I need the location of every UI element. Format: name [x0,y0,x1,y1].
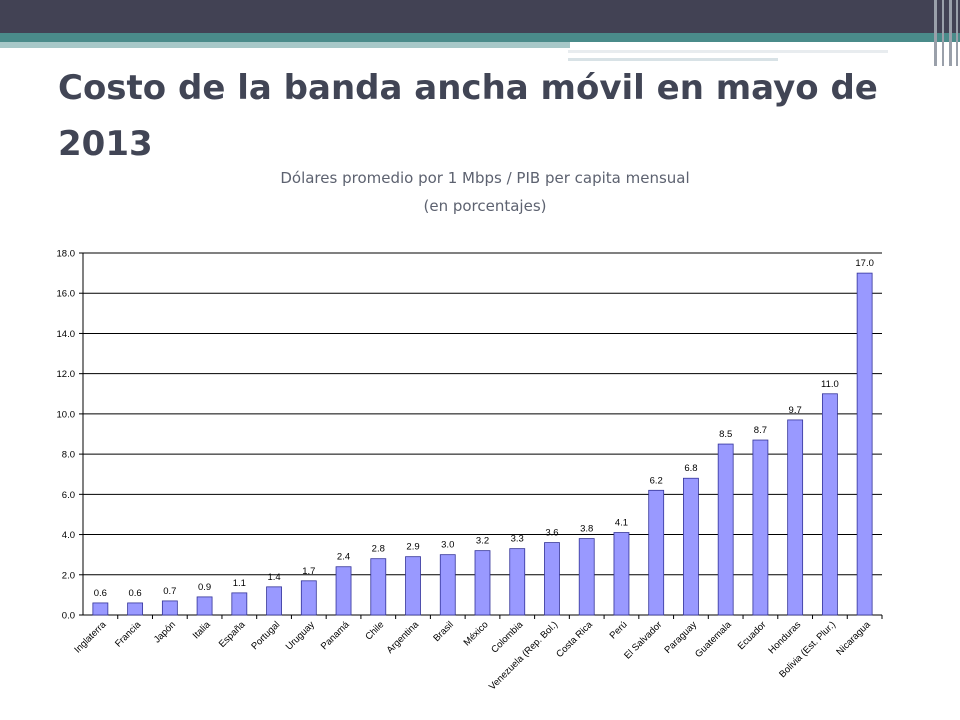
category-label: España [217,619,248,650]
data-label: 8.5 [719,429,732,440]
category-label: Guatemala [693,619,734,660]
data-label: 1.1 [233,578,246,589]
bar [474,550,491,616]
y-tick-label: 12.0 [57,369,76,380]
y-tick-label: 10.0 [57,409,76,420]
bar [717,443,734,616]
bar [127,602,144,616]
y-tick-label: 6.0 [62,490,75,501]
header-right-stripes [930,0,960,66]
chart-subtitle-line2: (en porcentajes) [423,197,547,215]
bar [578,538,595,616]
data-label: 8.7 [754,425,767,436]
y-tick-label: 14.0 [57,329,76,340]
bar [231,592,248,616]
category-label: Brasil [431,619,456,644]
bar [405,556,421,616]
data-label: 3.3 [511,534,524,545]
data-label: 3.6 [545,528,558,539]
category-label: Perú [608,619,630,641]
bar [613,532,630,616]
chart-subtitle: Dólares promedio por 1 Mbps / PIB per ca… [200,164,770,220]
y-tick-label: 0.0 [62,611,75,622]
category-label: El Salvador [622,619,664,661]
data-label: 17.0 [855,258,874,269]
data-label: 0.9 [198,582,211,593]
bar [196,596,213,616]
category-label: Panamá [319,619,352,652]
data-label: 9.7 [789,405,802,416]
data-label: 2.9 [406,542,419,553]
data-label: 0.7 [163,586,176,597]
category-label: Francia [113,619,144,650]
header-band-dark [0,0,960,33]
bar [370,558,387,616]
data-label: 3.0 [441,540,454,551]
bar [544,542,560,616]
data-label: 6.2 [650,475,663,486]
bar [856,272,873,616]
bar [92,602,109,616]
category-label: Argentina [385,619,422,656]
data-label: 6.8 [684,463,697,474]
category-label: Portugal [249,619,282,652]
data-label: 1.7 [302,566,315,577]
header-band-teal-light [0,42,570,48]
data-label: 2.4 [337,552,350,563]
category-label: México [462,619,491,648]
y-tick-label: 16.0 [57,289,76,300]
y-tick-label: 2.0 [62,570,75,581]
header-band-teal [0,33,960,42]
bar [787,419,804,616]
data-label: 11.0 [821,379,839,390]
header-accent-line [568,50,888,53]
bar [752,439,769,616]
slide-title: Costo de la banda ancha móvil en mayo de… [58,68,878,164]
category-label: Nicaragua [834,619,873,658]
data-label: 0.6 [94,588,107,599]
category-label: Uruguay [284,619,317,652]
data-label: 3.8 [580,524,593,535]
chart-subtitle-line1: Dólares promedio por 1 Mbps / PIB per ca… [280,169,690,187]
bar [335,566,352,616]
bar [648,489,665,616]
y-tick-label: 18.0 [57,249,76,260]
y-tick-label: 4.0 [62,530,75,541]
bar [509,548,526,616]
category-label: Japón [152,619,178,645]
data-label: 1.4 [267,572,280,583]
data-label: 0.6 [128,588,141,599]
data-label: 4.1 [615,518,628,529]
bar [300,580,317,616]
bar [161,600,178,616]
category-label: Chile [363,619,386,642]
data-label: 3.2 [476,536,489,547]
bar [683,477,699,616]
category-label: Ecuador [736,619,769,652]
bar [266,586,282,616]
y-tick-label: 8.0 [62,450,75,461]
header-accent-line-2 [568,58,778,61]
bar [821,393,838,616]
category-label: Costa Rica [554,619,595,660]
data-label: 2.8 [372,544,385,555]
bar [439,554,456,616]
category-label: Inglaterra [72,619,109,656]
category-label: Venezuela (Rep. Bol.) [487,619,560,692]
category-label: Italia [191,619,213,641]
